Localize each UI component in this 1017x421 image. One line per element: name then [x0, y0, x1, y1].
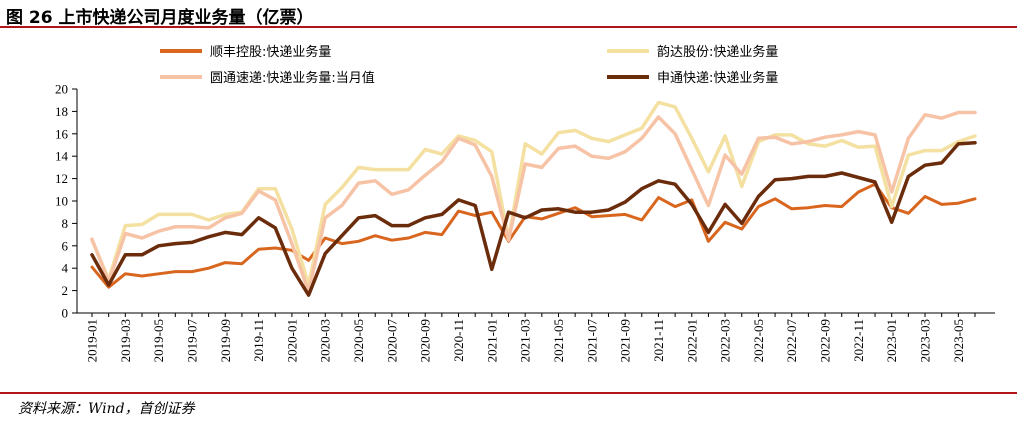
x-tick-label: 2020-01 [284, 319, 299, 362]
x-tick-label: 2020-05 [351, 319, 366, 362]
y-tick-label: 8 [62, 216, 69, 231]
x-tick-label: 2021-05 [551, 319, 566, 362]
y-tick-label: 16 [55, 126, 69, 141]
x-tick-label: 2019-01 [85, 319, 100, 362]
x-tick-label: 2022-11 [851, 319, 866, 362]
x-tick-label: 2023-01 [884, 319, 899, 362]
x-tick-label: 2019-05 [151, 319, 166, 362]
y-tick-label: 14 [55, 149, 69, 164]
y-tick-label: 2 [62, 283, 69, 298]
x-tick-label: 2020-11 [451, 319, 466, 362]
y-tick-label: 12 [55, 171, 68, 186]
x-tick-label: 2020-03 [318, 319, 333, 362]
y-tick-label: 6 [62, 238, 69, 253]
source-note: 资料来源：Wind，首创证券 [18, 401, 195, 417]
y-axis: 0 2 4 6 8 10 12 14 16 18 20 [55, 82, 78, 321]
x-tick-label: 2019-11 [251, 319, 266, 362]
series-line-2 [90, 110, 977, 294]
x-tick-label: 2021-07 [584, 319, 599, 363]
x-tick-label: 2020-09 [418, 319, 433, 362]
x-tick-label: 2021-11 [651, 319, 666, 362]
y-tick-label: 18 [55, 104, 68, 119]
x-tick-label: 2019-03 [118, 319, 133, 362]
x-tick-label: 2022-01 [684, 319, 699, 362]
y-tick-label: 20 [55, 82, 68, 97]
series-group [90, 100, 977, 297]
x-tick-label: 2020-07 [384, 319, 399, 363]
x-tick-label: 2022-07 [784, 319, 799, 363]
y-tick-label: 0 [62, 306, 69, 321]
series-line-0 [90, 182, 977, 289]
x-tick-label: 2023-05 [951, 319, 966, 362]
x-tick-label: 2021-01 [484, 319, 499, 362]
top-rule [0, 26, 1017, 28]
x-axis: 2019-01 2019-03 2019-05 2019-07 2019-09 2019-… [77, 312, 995, 363]
x-tick-label: 2019-07 [184, 319, 199, 363]
chart-title: 图 26 上市快递公司月度业务量（亿票） [6, 8, 314, 28]
legend-label-2: 圆通速递:快递业务量:当月值 [210, 70, 375, 86]
x-tick-label: 2022-03 [718, 319, 733, 362]
x-tick-label: 2023-03 [918, 319, 933, 362]
legend-label-3: 申通快递:快递业务量 [657, 70, 778, 86]
bottom-rule [0, 392, 1017, 394]
y-tick-label: 10 [55, 194, 68, 209]
legend-label-0: 顺丰控股:快递业务量 [210, 44, 331, 60]
x-tick-label: 2019-09 [218, 319, 233, 362]
y-tick-label: 4 [62, 261, 69, 276]
series-line-1 [90, 100, 977, 287]
x-tick-label: 2022-09 [818, 319, 833, 362]
x-tick-label: 2022-05 [751, 319, 766, 362]
legend-label-1: 韵达股份:快递业务量 [657, 44, 778, 60]
x-tick-label: 2021-09 [618, 319, 633, 362]
series-line-3 [90, 141, 977, 297]
x-tick-label: 2021-03 [518, 319, 533, 362]
